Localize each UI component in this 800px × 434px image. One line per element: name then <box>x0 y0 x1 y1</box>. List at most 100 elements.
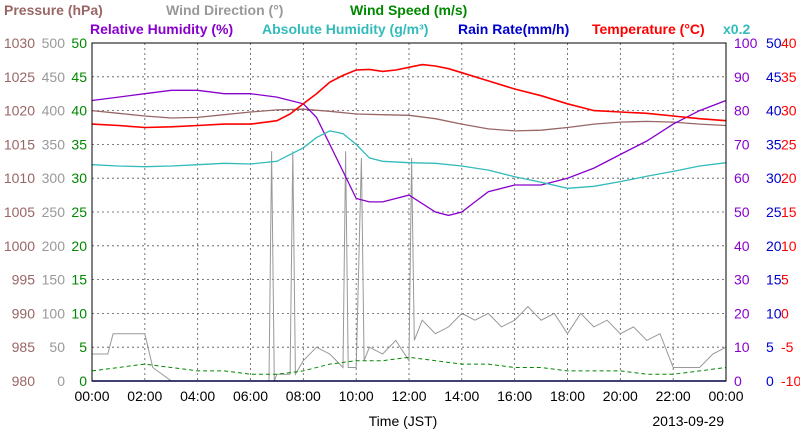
y-tick-label: 20 <box>71 238 87 254</box>
y-tick-label: 30 <box>71 170 87 186</box>
y-tick-label: 50 <box>766 35 782 51</box>
y-tick-label: 200 <box>42 238 66 254</box>
y-tick-label: 20 <box>734 305 750 321</box>
plot-frame <box>91 42 727 382</box>
date-label: 2013-09-29 <box>652 413 724 429</box>
y-tick-label: 40 <box>734 238 750 254</box>
y-tick-label: 985 <box>12 339 36 355</box>
y-tick-label: 0 <box>57 373 65 389</box>
x-tick-label: 08:00 <box>286 388 321 404</box>
y-tick-label: 450 <box>42 69 66 85</box>
legend-item-wspd: Wind Speed (m/s) <box>350 2 467 18</box>
x-tick-label: 04:00 <box>180 388 215 404</box>
y-axes: 1030102510201015101010051000995990985980… <box>4 35 800 389</box>
y-tick-label: 30 <box>734 272 750 288</box>
y-tick-label: 350 <box>42 136 66 152</box>
y-tick-label: 1030 <box>4 35 35 51</box>
y-tick-label: -10 <box>781 373 800 389</box>
y-tick-label: 50 <box>49 339 65 355</box>
y-tick-label: 70 <box>734 136 750 152</box>
legend-item-ahscale: x0.2 <box>723 21 750 37</box>
legend-item-wdir: Wind Direction (°) <box>166 2 283 18</box>
y-tick-label: 500 <box>42 35 66 51</box>
y-tick-label: 300 <box>42 170 66 186</box>
y-tick-label: 10 <box>734 339 750 355</box>
y-tick-label: 50 <box>71 35 87 51</box>
y-tick-label: 20 <box>781 170 797 186</box>
legend-item-pressure: Pressure (hPa) <box>4 2 103 18</box>
x-tick-label: 00:00 <box>74 388 109 404</box>
x-axis-title: Time (JST) <box>369 413 438 429</box>
y-tick-label: 1020 <box>4 103 35 119</box>
y-tick-label: 100 <box>42 305 66 321</box>
y-tick-label: 40 <box>766 103 782 119</box>
series-line-ah <box>91 130 727 189</box>
x-tick-label: 06:00 <box>233 388 268 404</box>
y-tick-label: 30 <box>781 103 797 119</box>
y-tick-label: 45 <box>766 69 782 85</box>
series-line-wspd <box>91 356 727 375</box>
y-tick-label: 40 <box>71 103 87 119</box>
y-tick-label: 35 <box>766 136 782 152</box>
y-tick-label: 90 <box>734 69 750 85</box>
x-tick-label: 02:00 <box>127 388 162 404</box>
x-tick-label: 18:00 <box>550 388 585 404</box>
y-tick-label: 10 <box>766 305 782 321</box>
x-tick-label: 10:00 <box>339 388 374 404</box>
y-tick-label: 80 <box>734 103 750 119</box>
y-tick-label: 0 <box>79 373 87 389</box>
legend: Pressure (hPa) Wind Direction (°) Wind Spe… <box>4 2 750 37</box>
y-tick-label: 15 <box>766 272 782 288</box>
legend-item-rh: Relative Humidity (%) <box>90 21 233 37</box>
y-tick-label: 30 <box>766 170 782 186</box>
series-line-rh <box>91 89 727 217</box>
y-tick-label: 25 <box>781 136 797 152</box>
y-tick-label: 0 <box>734 373 742 389</box>
series-line-pressure <box>91 108 727 132</box>
y-tick-label: 60 <box>734 170 750 186</box>
y-tick-label: 10 <box>71 305 87 321</box>
y-tick-label: 150 <box>42 272 66 288</box>
series-line-wdir <box>92 151 727 382</box>
y-tick-label: 1010 <box>4 170 35 186</box>
y-tick-label: 35 <box>71 136 87 152</box>
x-axis: 00:00 02:00 04:00 06:00 08:00 10:00 12:00 14:00… <box>74 388 743 404</box>
y-tick-label: 0 <box>766 373 774 389</box>
y-tick-label: 10 <box>781 238 797 254</box>
y-tick-label: 20 <box>766 238 782 254</box>
y-tick-label: 1025 <box>4 69 35 85</box>
plot-area <box>91 63 727 382</box>
x-tick-label: 14:00 <box>444 388 479 404</box>
y-tick-label: 45 <box>71 69 87 85</box>
y-tick-label: 25 <box>766 204 782 220</box>
y-tick-label: 5 <box>766 339 774 355</box>
y-tick-label: 400 <box>42 103 66 119</box>
y-tick-label: 0 <box>781 305 789 321</box>
y-tick-label: 990 <box>12 305 36 321</box>
series-line-temp <box>91 63 727 129</box>
y-tick-label: 100 <box>734 35 758 51</box>
y-tick-label: 5 <box>781 272 789 288</box>
y-tick-label: 1005 <box>4 204 35 220</box>
x-tick-label: 16:00 <box>497 388 532 404</box>
y-tick-label: 35 <box>781 69 797 85</box>
y-tick-label: 1015 <box>4 136 35 152</box>
y-tick-label: 15 <box>71 272 87 288</box>
x-tick-label: 00:00 <box>708 388 743 404</box>
x-tick-label: 12:00 <box>391 388 426 404</box>
legend-item-rain: Rain Rate(mm/h) <box>458 21 569 37</box>
y-tick-label: 40 <box>781 35 797 51</box>
x-tick-label: 22:00 <box>656 388 691 404</box>
y-tick-label: 980 <box>12 373 36 389</box>
y-tick-label: 250 <box>42 204 66 220</box>
y-tick-label: 50 <box>734 204 750 220</box>
y-tick-label: 25 <box>71 204 87 220</box>
y-tick-label: 15 <box>781 204 797 220</box>
y-tick-label: 1000 <box>4 238 35 254</box>
y-tick-label: -5 <box>781 339 794 355</box>
legend-item-temp: Temperature (°C) <box>592 21 705 37</box>
y-tick-label: 5 <box>79 339 87 355</box>
legend-item-ah: Absolute Humidity (g/m³) <box>262 21 428 37</box>
x-tick-label: 20:00 <box>603 388 638 404</box>
